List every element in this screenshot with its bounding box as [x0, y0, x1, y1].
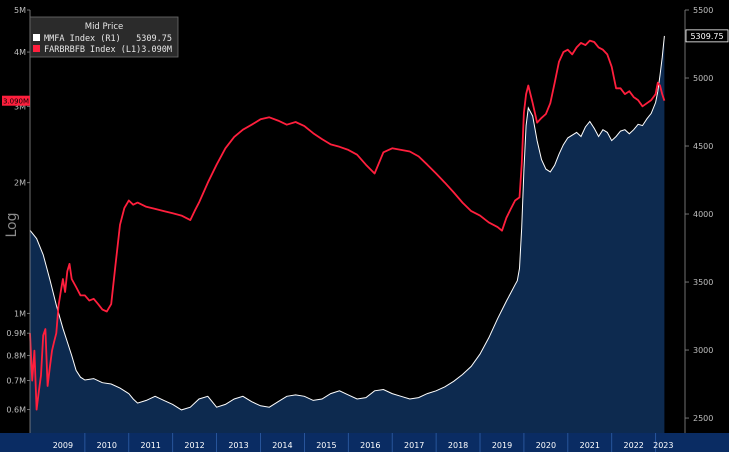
left-axis-tick-label: 4M [14, 48, 26, 57]
x-axis-year-label: 2017 [404, 441, 424, 450]
legend-box [29, 16, 179, 58]
mmfa-last-value-label: 5309.75 [690, 32, 723, 41]
x-axis-year-label: 2010 [97, 441, 117, 450]
right-axis-tick-label: 5000 [693, 74, 713, 83]
mmfa-area-fill [30, 35, 665, 434]
left-axis-tick-label: 0.8M [6, 351, 26, 360]
legend-swatch-mmfa [33, 34, 40, 41]
right-axis-tick-label: 4500 [693, 142, 713, 151]
x-axis-year-label: 2011 [141, 441, 161, 450]
left-axis-tick-label: 1M [14, 309, 26, 318]
left-axis-tick-label: 0.6M [6, 406, 26, 415]
left-axis-tick-label: 5M [14, 6, 26, 15]
left-axis-tick-label: 0.9M [6, 329, 26, 338]
mmfa-last-value-tag [685, 29, 729, 43]
legend-value-mmfa: 5309.75 [136, 34, 172, 44]
x-axis-year-label: 2023 [653, 441, 673, 450]
legend-value-farbrbfb: 3.090M [141, 45, 172, 55]
right-axis-tick-label: 4000 [693, 210, 713, 219]
x-axis-year-label: 2016 [360, 441, 380, 450]
right-axis-tick-label: 2500 [693, 414, 713, 423]
x-axis-year-label: 2022 [624, 441, 644, 450]
x-axis-year-label: 2019 [492, 441, 512, 450]
legend-label-farbrbfb: FARBRBFB Index (L1) [44, 45, 141, 55]
x-axis-year-label: 2020 [536, 441, 556, 450]
farbrbfb-series-line [29, 39, 666, 411]
x-axis-year-label: 2013 [228, 441, 248, 450]
right-axis-tick-label: 3000 [693, 346, 713, 355]
left-axis-tick-label: 2M [14, 179, 26, 188]
x-axis-year-label: 2021 [580, 441, 600, 450]
x-axis-year-label: 2012 [184, 441, 204, 450]
right-axis-tick-label: 3500 [693, 278, 713, 287]
left-axis-label: Log [4, 212, 20, 237]
x-axis-year-label: 2009 [53, 441, 73, 450]
legend-label-mmfa: MMFA Index (R1) [44, 34, 121, 44]
left-axis-tick-label: 3M [14, 102, 26, 111]
x-axis-year-label: 2018 [448, 441, 468, 450]
legend-swatch-farbrbfb [33, 45, 40, 52]
x-axis-band [0, 433, 729, 452]
x-axis-year-label: 2015 [316, 441, 336, 450]
x-axis-year-label: 2014 [272, 441, 292, 450]
legend-title: Mid Price [85, 22, 124, 32]
farbrbfb-last-value-tag [2, 95, 30, 106]
right-axis-tick-label: 5500 [693, 6, 713, 15]
farbrbfb-last-value-label: 3.090M [3, 98, 29, 106]
left-axis-tick-label: 0.7M [6, 377, 26, 386]
mmfa-series-line [29, 35, 665, 411]
